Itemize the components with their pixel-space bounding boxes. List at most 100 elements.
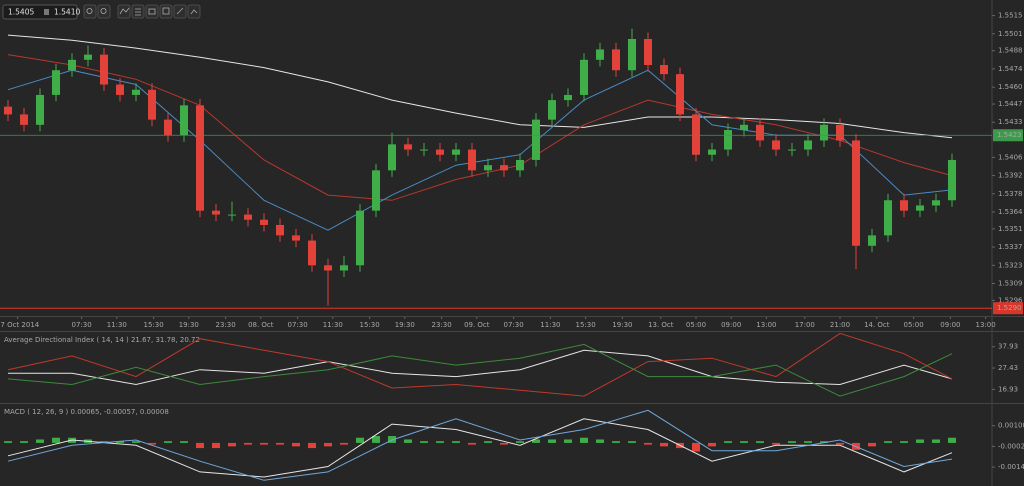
x-tick-label: 15:30 [576,321,596,329]
histogram-bar [436,441,444,443]
y-tick-label: 1.5337 [998,243,1023,251]
histogram-bar [772,442,780,445]
chart-type-button[interactable] [131,4,145,19]
candle-body [52,70,60,95]
x-tick-label: 09. Oct [464,321,490,329]
y-tick-label: 16.93 [998,385,1018,393]
x-tick-label: 05:00 [686,321,706,329]
candle-body [852,140,860,246]
histogram-bar [292,442,300,447]
y-tick-label: 1.5323 [998,261,1023,269]
histogram-bar [340,442,348,445]
y-tick-label: 1.5460 [998,83,1023,91]
icon [148,8,156,15]
histogram-bar [740,441,748,443]
histogram-bar [228,442,236,447]
x-tick-label: 19:30 [179,321,199,329]
histogram-bar [388,436,396,443]
indicator-line [7,343,953,397]
histogram-bar [820,441,828,443]
histogram-bar [52,437,60,443]
candle-body [948,159,956,201]
candle-body [836,124,844,141]
candle-body [436,149,444,155]
candle-body [516,159,524,171]
y-tick-label: 1.5501 [998,30,1023,38]
candle-body [564,94,572,101]
histogram-bar [260,442,268,445]
histogram-bar [756,441,764,443]
histogram-bar [468,442,476,445]
candle-body [788,149,796,151]
histogram-bar [244,442,252,445]
candle-body [372,170,380,211]
candle-body [324,265,332,271]
candle-body [644,39,652,66]
candle-body [612,49,620,71]
y-tick-label: 1.5433 [998,118,1023,126]
indicator-line [7,409,953,481]
level-tag [993,302,1023,315]
candle-body [228,214,236,216]
template-button[interactable] [159,4,173,19]
y-tick-label: 37.93 [998,343,1018,351]
current-price-label: 1.5423 [997,131,1022,139]
x-tick-label: 13:00 [976,321,996,329]
bid-price: 1.5405 [8,8,34,17]
candle-body [756,124,764,141]
candle-body [532,119,540,160]
panel: 0.00100 -0.00020 -0.00140 MACD ( 12, 26, 9 … [4,408,1024,481]
histogram-bar [180,441,188,443]
candle-body [804,140,812,150]
zoom-out-button[interactable] [97,4,111,19]
histogram-bar [580,437,588,443]
histogram-bar [308,442,316,449]
candle-body [196,105,204,211]
candle-body [740,124,748,131]
icon [100,7,107,14]
panel: 37.93 27.43 16.93 Average Directional Index… [4,332,1018,397]
x-tick-label: 07:30 [288,321,308,329]
histogram-bar [148,442,156,445]
histogram-bar [372,436,380,443]
level-label: 1.5290 [997,304,1022,312]
histogram-bar [916,439,924,443]
candle-body [820,124,828,141]
candle-body [868,235,876,246]
candle-body [724,130,732,150]
histogram-bar [644,442,652,445]
snapshot-button[interactable] [187,4,201,19]
y-tick-label: 1.5309 [998,279,1023,287]
histogram-bar [596,439,604,443]
x-tick-label: 21:00 [830,321,850,329]
histogram-bar [132,441,140,443]
candle-body [932,200,940,206]
indicators-button[interactable] [117,4,131,19]
histogram-bar [404,439,412,443]
candle-body [628,39,636,71]
panel-title: MACD ( 12, 26, 9 ) 0.00065, -0.00057, 0.… [4,408,169,416]
settings-button[interactable] [145,4,159,19]
candle-body [36,94,44,125]
icon [135,8,141,16]
candle-body [132,89,140,95]
quote-box[interactable] [2,4,78,20]
y-tick-label: 1.5296 [998,296,1023,304]
histogram-bar [804,441,812,443]
histogram-bar [612,441,620,443]
panel-title: Average Directional Index ( 14, 14 ) 21.… [4,336,200,344]
histogram-bar [356,437,364,443]
histogram-bar [628,441,636,443]
candle-body [900,200,908,211]
histogram-bar [548,439,556,443]
candle-body [548,100,556,120]
candle-body [468,149,476,171]
zoom-in-button[interactable] [83,4,97,19]
candle-body [356,210,364,266]
candle-body [884,200,892,236]
x-tick-label: 17:00 [795,321,815,329]
histogram-bar [932,439,940,443]
indicator-line [7,34,953,139]
y-tick-label: 1.5447 [998,100,1023,108]
